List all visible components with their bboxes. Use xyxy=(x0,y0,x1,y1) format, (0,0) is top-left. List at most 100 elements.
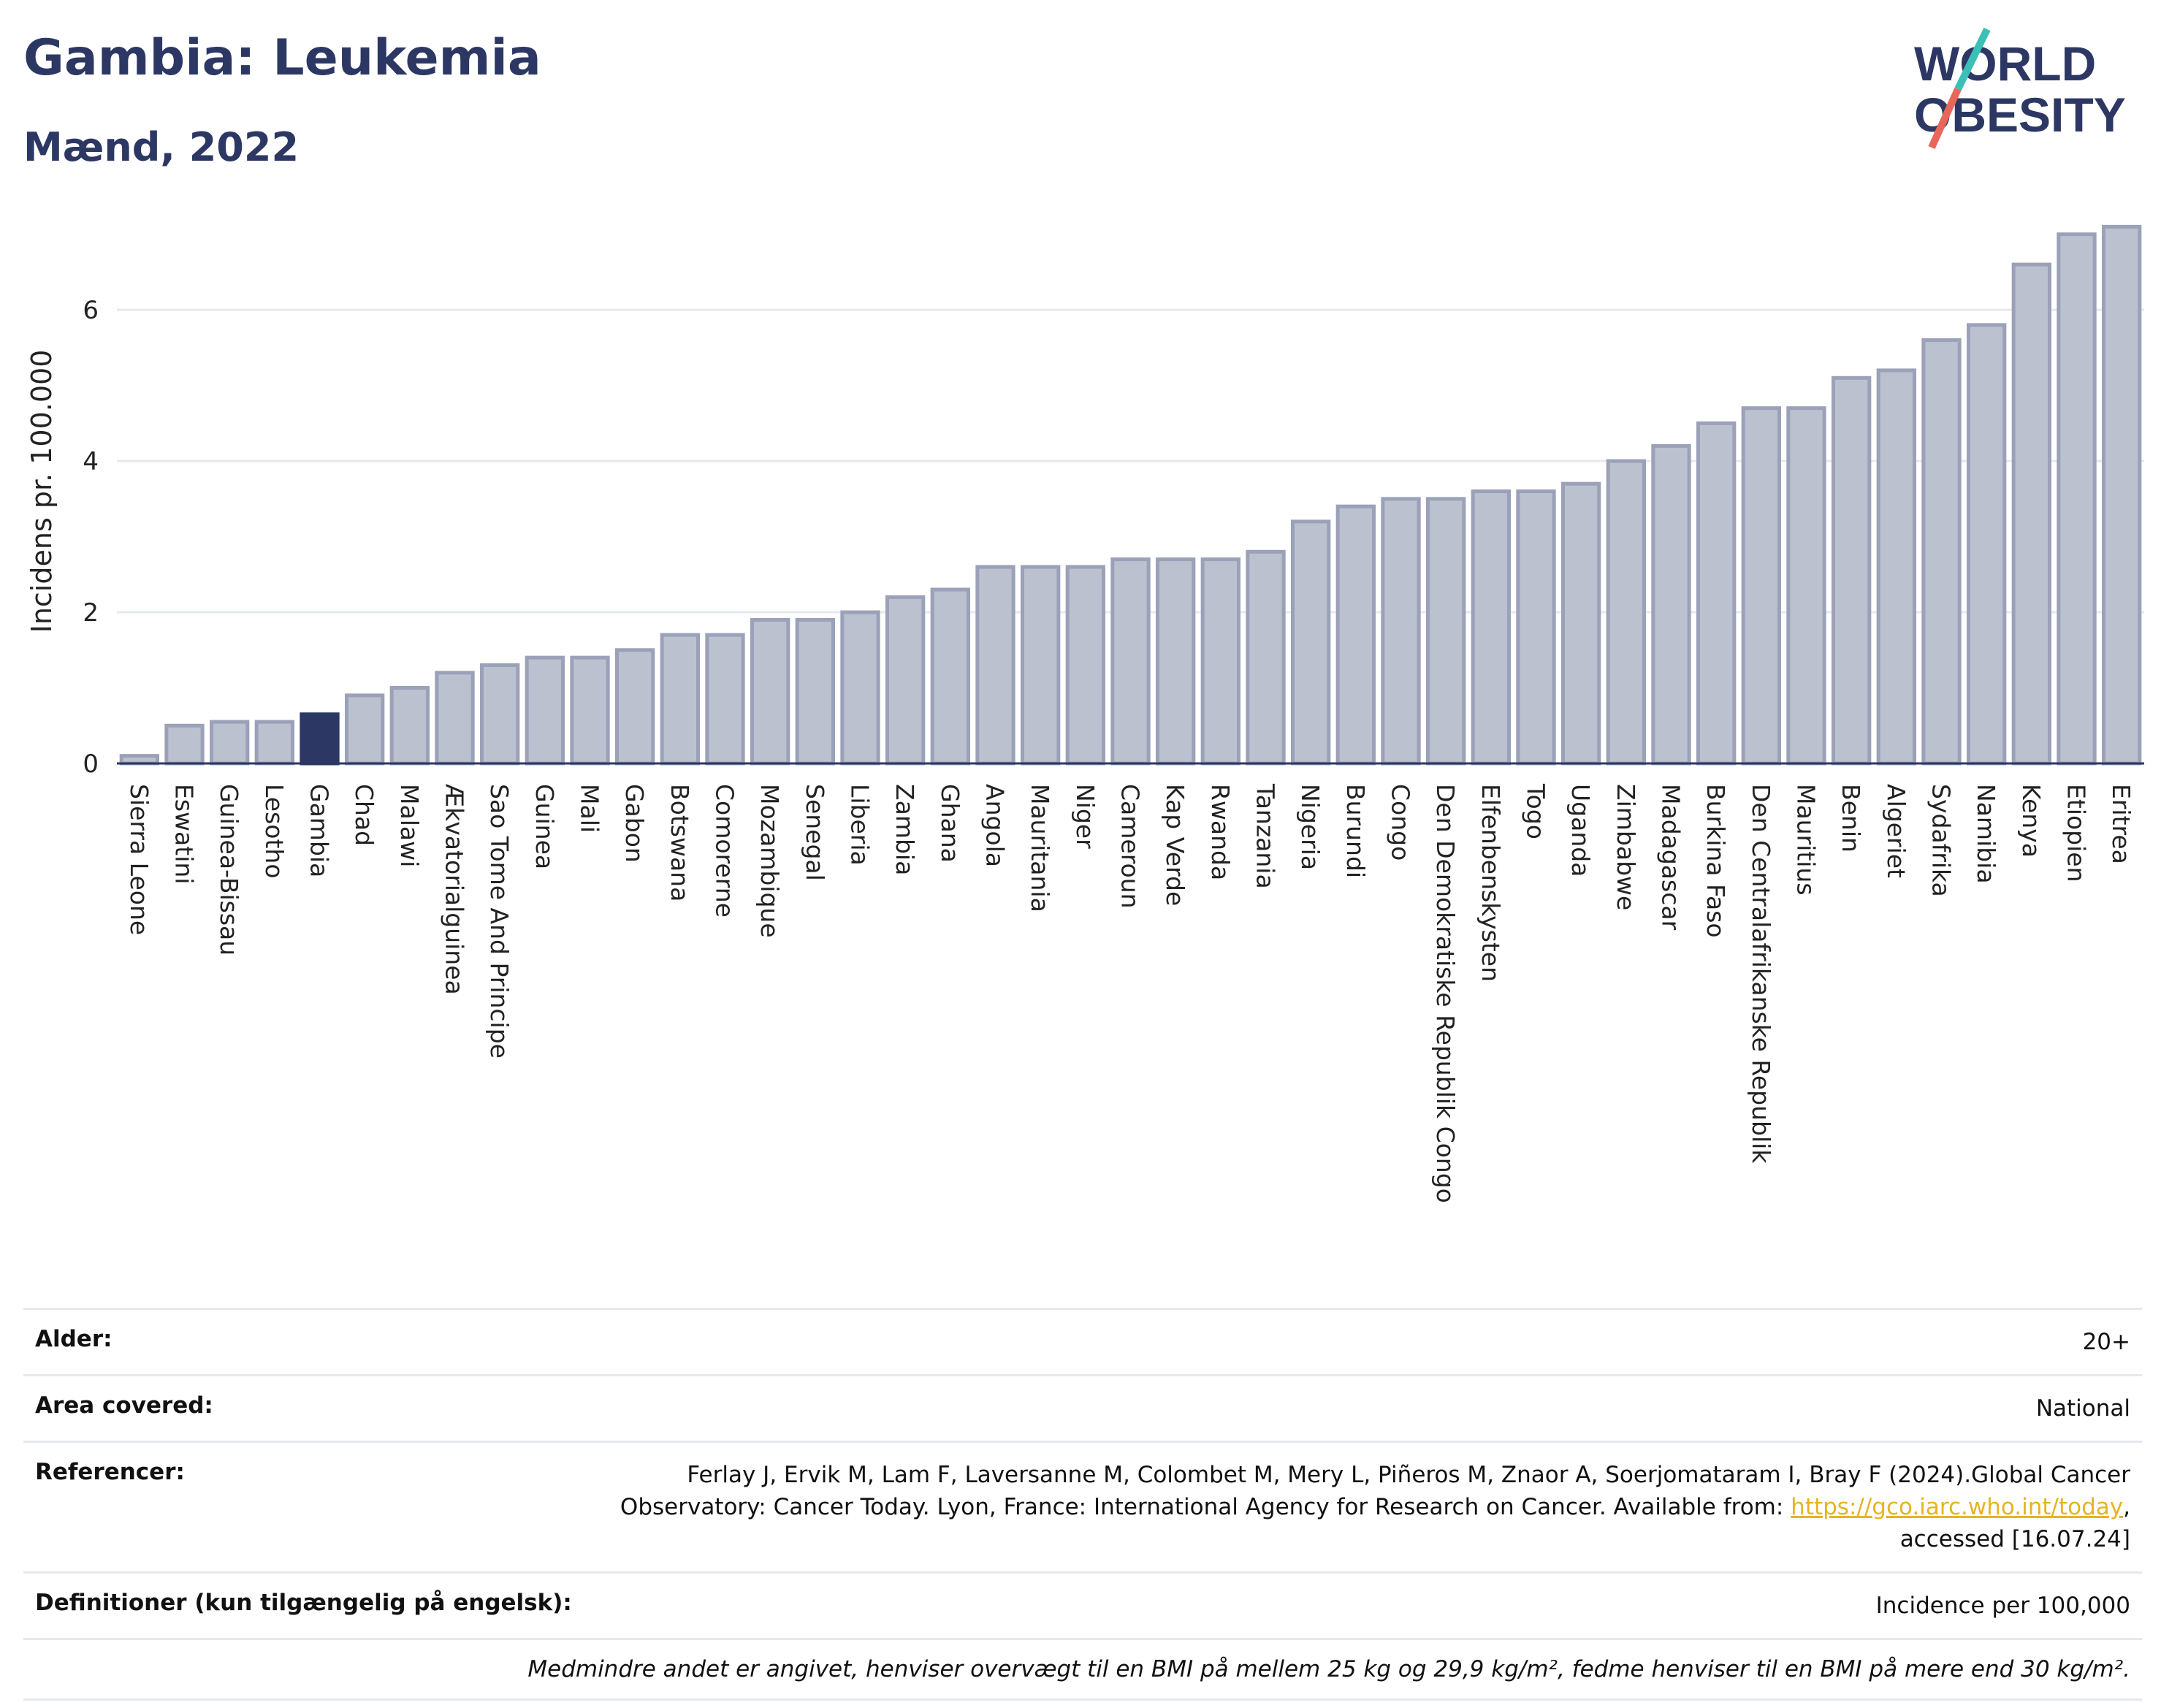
bar-ghana xyxy=(930,587,970,766)
x-tick-label: Togo xyxy=(1522,783,1550,839)
age-label: Alder: xyxy=(35,1326,113,1352)
x-tick-label: Ghana xyxy=(936,784,964,863)
bar-burkina-faso xyxy=(1696,421,1737,766)
bar-senegal xyxy=(795,617,835,766)
y-axis-label: Incidens pr. 100.000 xyxy=(26,350,58,633)
x-tick-label: Eswatini xyxy=(170,784,199,884)
bar-mozambique xyxy=(750,617,790,766)
bar-uganda xyxy=(1561,481,1601,766)
bar-cameroun xyxy=(1110,557,1151,766)
x-tick-label: Eritrea xyxy=(2107,784,2135,864)
bar-guinea xyxy=(525,655,565,766)
y-axis-ticks: 0 2 4 6 xyxy=(83,296,99,779)
reference-link[interactable]: https://gco.iarc.who.int/today xyxy=(1791,1494,2124,1520)
x-tick-label: Mali xyxy=(576,784,604,833)
info-row-area: Area covered: National xyxy=(23,1374,2142,1441)
x-tick-label: Den Demokratiske Republik Congo xyxy=(1431,784,1460,1203)
bar-congo xyxy=(1381,497,1421,766)
x-tick-label: Comorerne xyxy=(711,784,739,918)
x-tick-label: Niger xyxy=(1071,784,1099,849)
bar-botswana xyxy=(660,633,701,766)
x-tick-label: Rwanda xyxy=(1206,784,1235,880)
bar-angola xyxy=(975,565,1015,766)
footnote-text: Medmindre andet er angivet, henviser ove… xyxy=(527,1656,2130,1682)
reference-accessed: , accessed [16.07.24] xyxy=(1899,1494,2130,1552)
bar-guinea-bissau xyxy=(210,720,250,766)
x-tick-label: Nigeria xyxy=(1296,784,1325,870)
x-tick-label: Tanzania xyxy=(1251,783,1280,889)
definitions-value: Incidence per 100,000 xyxy=(1875,1593,2130,1619)
x-tick-label: Den Centralafrikanske Republik xyxy=(1747,784,1775,1164)
x-tick-label: Botswana xyxy=(666,784,694,901)
x-tick-label: Mozambique xyxy=(755,784,784,938)
x-tick-label: Guinea-Bissau xyxy=(215,784,243,956)
area-value: National xyxy=(2035,1395,2130,1422)
bar-zimbabwe xyxy=(1606,459,1647,766)
bar-zambia xyxy=(885,595,926,766)
x-tick-label: Gambia xyxy=(305,784,334,877)
x-tick-label: Zimbabwe xyxy=(1612,784,1640,910)
bar-malawi xyxy=(389,686,430,766)
bar-burundi xyxy=(1335,504,1376,766)
footnote-row: Medmindre andet er angivet, henviser ove… xyxy=(23,1638,2142,1701)
bar-niger xyxy=(1065,565,1105,766)
bar-chad xyxy=(345,693,385,766)
x-tick-label: Guinea xyxy=(530,784,559,869)
x-tick-label: Ækvatorialguinea xyxy=(441,784,469,995)
x-tick-label: Elfenbenskysten xyxy=(1476,784,1505,982)
bar-kap-verde xyxy=(1156,557,1196,766)
references-label: Referencer: xyxy=(35,1459,185,1485)
page-title: Gambia: Leukemia xyxy=(23,29,541,87)
logo-slash-teal-icon xyxy=(1954,27,1991,91)
x-tick-label: Zambia xyxy=(891,784,919,875)
x-tick-label: Malawi xyxy=(395,784,424,867)
bar-namibia xyxy=(1967,323,2007,766)
chart-bars xyxy=(119,224,2142,766)
bar-sierra-leone xyxy=(119,754,160,766)
bar-benin xyxy=(1832,375,1872,766)
bar-elfenbenskysten xyxy=(1471,489,1511,766)
bar-gabon xyxy=(615,648,655,766)
x-tick-label: Madagascar xyxy=(1657,784,1685,931)
bar-mali xyxy=(570,655,610,766)
x-tick-label: Mauritius xyxy=(1792,784,1821,896)
bar-madagascar xyxy=(1651,443,1691,766)
x-tick-label: Sydafrika xyxy=(1927,784,1956,897)
info-row-definitions: Definitioner (kun tilgængelig på engelsk… xyxy=(23,1571,2142,1638)
y-tick-label: 4 xyxy=(83,447,99,476)
bar-mauritius xyxy=(1786,406,1826,766)
x-tick-label: Kap Verde xyxy=(1161,784,1189,906)
bar-eritrea xyxy=(2102,224,2142,766)
x-tick-label: Algeriet xyxy=(1882,784,1910,878)
x-tick-label: Liberia xyxy=(846,784,874,866)
bar-eswatini xyxy=(164,723,205,766)
bar-liberia xyxy=(840,610,880,766)
bar-algeriet xyxy=(1876,368,1917,766)
y-tick-label: 2 xyxy=(83,598,99,628)
area-label: Area covered: xyxy=(35,1392,213,1419)
x-tick-label: Kenya xyxy=(2017,784,2046,858)
references-value: Ferlay J, Ervik M, Lam F, Laversanne M, … xyxy=(560,1459,2130,1555)
bar-sao-tome-and-principe xyxy=(480,663,520,766)
x-tick-label: Sao Tome And Principe xyxy=(485,784,514,1059)
reference-text: Ferlay J, Ervik M, Lam F, Laversanne M, … xyxy=(620,1462,2130,1520)
bar-sydafrika xyxy=(1921,338,1962,766)
bar-rwanda xyxy=(1200,557,1240,766)
info-row-references: Referencer: Ferlay J, Ervik M, Lam F, La… xyxy=(23,1441,2142,1571)
bar-comorerne xyxy=(705,633,745,766)
bar-gambia xyxy=(300,712,340,766)
logo-slash-red-icon xyxy=(1928,87,1962,150)
bar-ækvatorialguinea xyxy=(435,671,475,766)
x-tick-label: Gabon xyxy=(620,784,649,863)
x-tick-label: Mauritania xyxy=(1026,784,1054,912)
bar-kenya xyxy=(2011,262,2052,766)
bar-den-centralafrikanske-republik xyxy=(1741,406,1782,766)
bar-etiopien xyxy=(2057,232,2097,766)
x-tick-label: Burundi xyxy=(1341,784,1370,878)
age-value: 20+ xyxy=(2082,1329,2130,1355)
x-tick-label: Chad xyxy=(350,784,378,846)
page-subtitle: Mænd, 2022 xyxy=(23,124,300,170)
x-tick-label: Congo xyxy=(1387,784,1415,861)
x-tick-label: Burkina Faso xyxy=(1701,784,1730,938)
bar-lesotho xyxy=(254,720,294,766)
